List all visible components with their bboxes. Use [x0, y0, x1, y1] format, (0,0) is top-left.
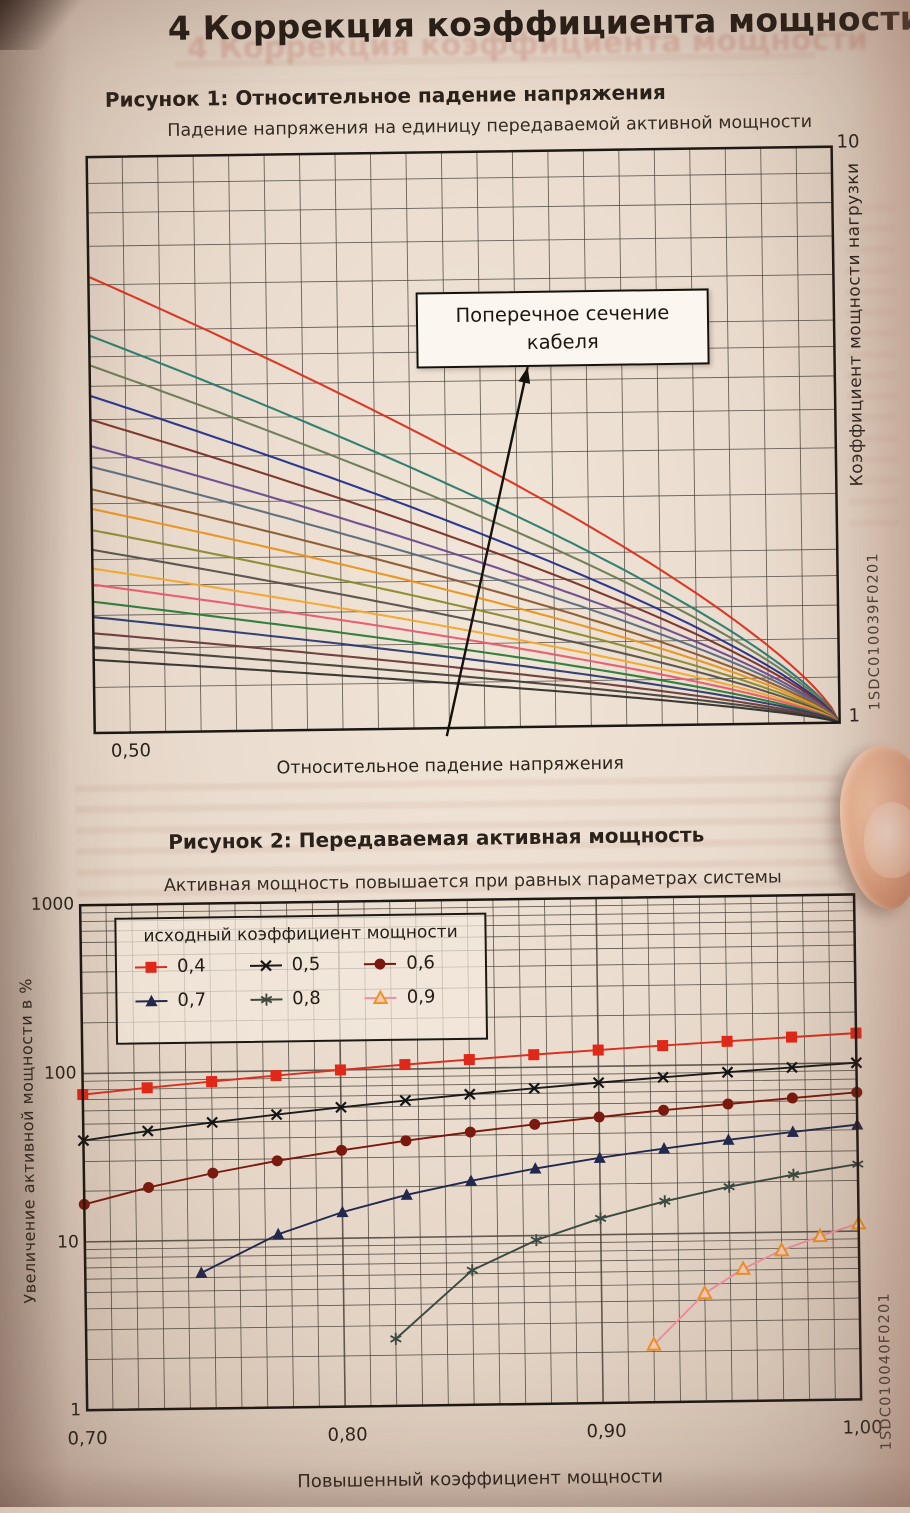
- legend-title: исходный коэффициент мощности: [116, 915, 484, 947]
- figure1-curve-curve-08: [91, 479, 839, 733]
- figure1-grid: [87, 147, 840, 733]
- figure2-xtick-080: 0,80: [327, 1424, 367, 1446]
- figure2-xtick-070: 0,70: [67, 1428, 107, 1450]
- figure1-annotation-text: Поперечное сечение кабеля: [418, 298, 708, 359]
- legend-item-0,5: 0,5: [247, 953, 362, 976]
- legend-item-0,4: 0,4: [133, 955, 248, 978]
- legend-label: 0,9: [407, 986, 436, 1007]
- legend-marker-0,8: [248, 989, 284, 1010]
- legend-label: 0,6: [406, 952, 435, 973]
- figure1-ytick-top: 10: [836, 131, 859, 152]
- legend-item-0,9: 0,9: [363, 986, 478, 1009]
- legend-label: 0,7: [177, 990, 206, 1011]
- legend-marker-0,6: [362, 953, 398, 974]
- figure2-line-0,7: [199, 1125, 859, 1273]
- figure1-curve-curve-14: [93, 591, 840, 733]
- figure1-curve-curve-13: [93, 574, 840, 733]
- figure1-caption: Рисунок 1: Относительное падение напряже…: [105, 80, 666, 112]
- figure2-xtick-100: 1,00: [842, 1417, 882, 1439]
- figure1-curve-curve-18: [94, 649, 840, 733]
- legend-item-0,8: 0,8: [248, 987, 363, 1010]
- bleedthrough-text: [844, 204, 899, 535]
- figure2-xtick-090: 0,90: [586, 1421, 626, 1443]
- legend-item-0,6: 0,6: [362, 952, 477, 975]
- legend-label: 0,8: [292, 988, 321, 1009]
- figure1-annotation: Поперечное сечение кабеля: [416, 288, 710, 368]
- legend-items: 0,4 0,5 0,6 0,7 0,8 0,9: [117, 942, 486, 1012]
- legend-marker-0,4: [133, 957, 169, 978]
- figure1-xtick: 0,50: [111, 740, 151, 762]
- legend-marker-0,7: [133, 991, 169, 1012]
- legend-label: 0,4: [177, 956, 206, 977]
- legend-item-0,7: 0,7: [133, 989, 248, 1012]
- figure1-x-axis-label: Относительное падение напряжения: [230, 753, 670, 779]
- finger-nail: [864, 802, 910, 878]
- figure2-ytick-1000: 1000: [26, 894, 74, 915]
- figure1-side-code: 1SDC010039F0201: [865, 552, 883, 711]
- figure1-ytick-bottom: 1: [848, 705, 860, 726]
- figure2-side-code: 1SDC010040F0201: [877, 1292, 895, 1451]
- legend-marker-0,5: [248, 955, 284, 976]
- legend-label: 0,5: [291, 954, 320, 975]
- figure2-ytick-1: 1: [33, 1400, 81, 1421]
- legend-marker-0,9: [363, 987, 399, 1008]
- figure1-curve-curve-02: [89, 325, 839, 733]
- figure2-x-axis-label: Повышенный коэффициент мощности: [265, 1466, 695, 1493]
- figure2-y-axis-label: Увеличение активной мощности в %: [16, 978, 40, 1304]
- figure1-chart: [87, 147, 840, 733]
- figure1-subtitle: Падение напряжения на единицу передаваем…: [167, 112, 812, 141]
